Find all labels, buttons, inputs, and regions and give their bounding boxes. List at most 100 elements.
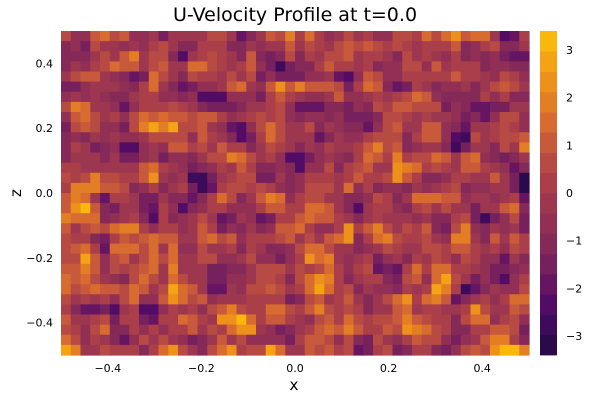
field-cell (295, 152, 306, 164)
field-cell (451, 132, 462, 143)
field-cell (460, 223, 472, 235)
field-cell (353, 253, 364, 265)
field-cell (382, 182, 394, 194)
field-cell (129, 182, 140, 194)
field-cell (324, 203, 335, 214)
field-cell (207, 31, 218, 42)
field-cell (119, 253, 130, 265)
field-cell (139, 263, 150, 275)
field-cell (373, 112, 384, 123)
field-cell (178, 213, 189, 224)
field-cell (139, 152, 150, 164)
field-cell (441, 112, 452, 123)
field-cell (256, 243, 267, 255)
field-cell (412, 253, 423, 265)
field-cell (441, 344, 452, 356)
field-cell (343, 51, 355, 62)
field-cell (265, 101, 277, 113)
field-cell (139, 284, 150, 295)
field-cell (256, 61, 267, 73)
field-cell (139, 253, 150, 265)
field-cell (226, 253, 238, 265)
field-cell (499, 81, 511, 93)
field-cell (207, 61, 218, 73)
field-cell (187, 132, 199, 143)
field-cell (421, 243, 433, 255)
field-cell (100, 274, 111, 285)
field-cell (90, 274, 101, 285)
field-cell (256, 193, 267, 204)
field-cell (148, 344, 160, 356)
field-cell (90, 193, 101, 204)
field-cell (480, 81, 491, 93)
field-cell (148, 31, 160, 42)
field-cell (61, 284, 72, 295)
field-cell (100, 142, 111, 154)
field-cell (80, 274, 91, 285)
field-cell (158, 71, 169, 83)
field-cell (509, 71, 520, 83)
field-cell (129, 213, 140, 224)
field-cell (129, 81, 140, 93)
field-cell (80, 31, 91, 42)
field-cell (480, 253, 491, 265)
field-cell (158, 324, 169, 336)
field-cell (158, 182, 169, 194)
field-cell (256, 213, 267, 224)
field-cell (373, 253, 384, 265)
field-cell (519, 213, 530, 224)
field-cell (90, 31, 101, 42)
field-cell (178, 51, 189, 62)
field-cell (470, 41, 481, 52)
field-cell (451, 51, 462, 62)
field-cell (148, 233, 160, 245)
field-cell (412, 132, 423, 143)
field-cell (519, 132, 530, 143)
field-cell (119, 193, 130, 204)
field-cell (412, 51, 423, 62)
field-cell (519, 71, 530, 83)
field-cell (187, 41, 199, 52)
field-cell (470, 142, 481, 154)
field-cell (168, 142, 179, 154)
field-cell (148, 142, 160, 154)
field-cell (61, 243, 72, 255)
field-cell (392, 142, 403, 154)
field-cell (343, 142, 355, 154)
field-cell (285, 162, 296, 174)
field-cell (519, 122, 530, 133)
field-cell (70, 142, 82, 154)
field-cell (275, 253, 286, 265)
field-cell (226, 284, 238, 295)
field-cell (480, 91, 491, 103)
field-cell (382, 314, 394, 326)
field-cell (334, 142, 345, 154)
field-cell (363, 152, 374, 164)
field-cell (363, 344, 374, 356)
field-cell (421, 162, 433, 174)
y-axis-label: z (7, 189, 25, 197)
field-cell (275, 51, 286, 62)
field-cell (158, 81, 169, 93)
field-cell (178, 71, 189, 83)
field-cell (236, 132, 247, 143)
field-cell (246, 193, 257, 204)
field-cell (392, 162, 403, 174)
x-axis-label: x (290, 376, 299, 394)
field-cell (441, 172, 452, 184)
field-cell (412, 294, 423, 305)
field-cell (100, 31, 111, 42)
field-cell (109, 263, 121, 275)
field-cell (61, 274, 72, 285)
field-cell (382, 172, 394, 184)
field-cell (207, 274, 218, 285)
field-cell (90, 263, 101, 275)
field-cell (256, 101, 267, 113)
field-cell (509, 101, 520, 113)
field-cell (148, 51, 160, 62)
field-cell (217, 162, 228, 174)
field-cell (509, 203, 520, 214)
field-cell (226, 81, 238, 93)
field-cell (460, 314, 472, 326)
field-cell (217, 263, 228, 275)
